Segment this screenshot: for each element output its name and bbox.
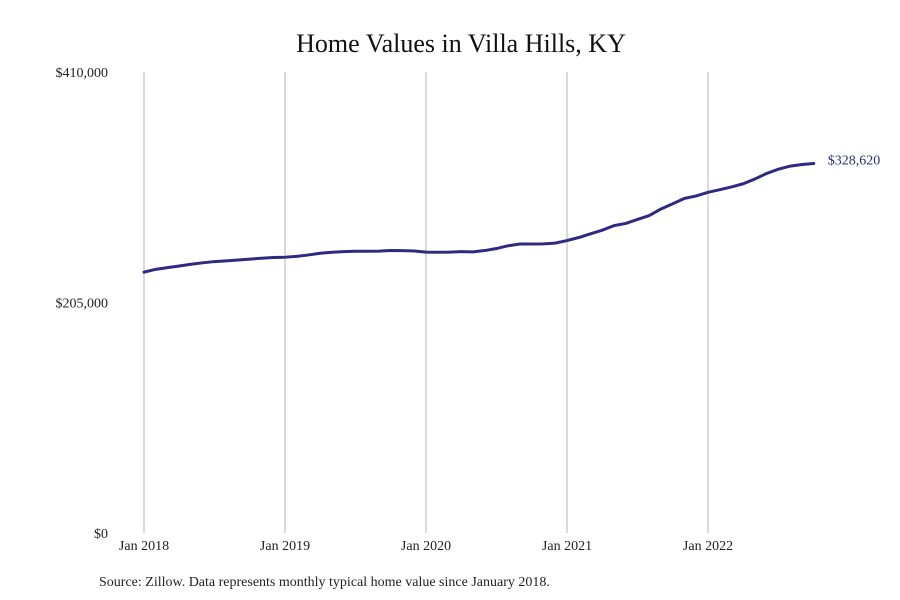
x-axis-ticks: Jan 2018 Jan 2019 Jan 2020 Jan 2021 Jan 2022 [119,539,733,554]
x-tick-label: Jan 2021 [542,539,592,554]
x-tick-label: Jan 2019 [260,539,310,554]
y-tick-label: $410,000 [56,66,109,81]
source-note: Source: Zillow. Data represents monthly … [99,575,550,590]
y-axis-ticks: $0 $205,000 $410,000 [56,66,109,542]
x-grid-lines [143,72,709,533]
home-value-series-line [142,162,816,274]
y-tick-label: $205,000 [56,297,109,312]
chart-title: Home Values in Villa Hills, KY [296,29,626,58]
y-tick-label: $0 [94,527,108,542]
x-tick-label: Jan 2018 [119,539,169,554]
x-tick-label: Jan 2022 [683,539,733,554]
x-tick-label: Jan 2020 [401,539,451,554]
end-value-label: $328,620 [828,154,881,169]
